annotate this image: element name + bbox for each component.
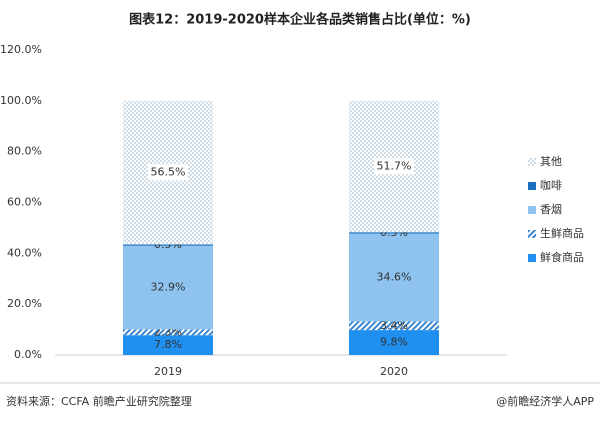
source: 资料来源：CCFA 前瞻产业研究院整理 [6,394,192,408]
value-label: 32.9% [151,281,186,294]
bar-segment [123,335,213,355]
value-label: 9.8% [380,336,408,349]
y-tick-label: 60.0% [7,196,42,209]
legend-label: 香烟 [540,202,562,216]
legend-label: 鲜食商品 [540,250,584,264]
y-tick-label: 120.0% [0,43,42,56]
value-label: 7.8% [154,338,182,351]
legend-swatch [528,230,536,238]
legend-label: 生鲜商品 [540,226,584,240]
value-label: 51.7% [377,160,412,173]
bar-segment [349,232,439,234]
legend-swatch [528,158,536,166]
value-label: 3.4% [380,319,408,332]
legend-swatch [528,182,536,190]
value-label: 34.6% [377,270,412,283]
value-label: 56.5% [151,166,186,179]
credit: @前瞻经济学人APP [496,394,594,408]
bar-segment [349,330,439,355]
legend-swatch [528,254,536,262]
legend-label: 咖啡 [540,178,562,192]
chart-title: 图表12：2019-2020样本企业各品类销售占比(单位：%) [129,12,471,28]
bar-segment [123,244,213,246]
legend-swatch [528,206,536,214]
x-tick-label: 2020 [380,365,408,378]
bar-segment [349,321,439,331]
y-tick-label: 0.0% [14,348,42,361]
bar-segment [123,329,213,336]
bar-segment [123,245,213,330]
y-tick-label: 80.0% [7,145,42,158]
legend-label: 其他 [540,155,562,168]
label-bg [374,158,414,175]
bar-segment [349,233,439,322]
y-tick-label: 40.0% [7,246,42,259]
y-tick-label: 20.0% [7,297,42,310]
x-tick-label: 2019 [154,365,182,378]
y-tick-label: 100.0% [0,94,42,107]
label-bg [148,164,188,181]
